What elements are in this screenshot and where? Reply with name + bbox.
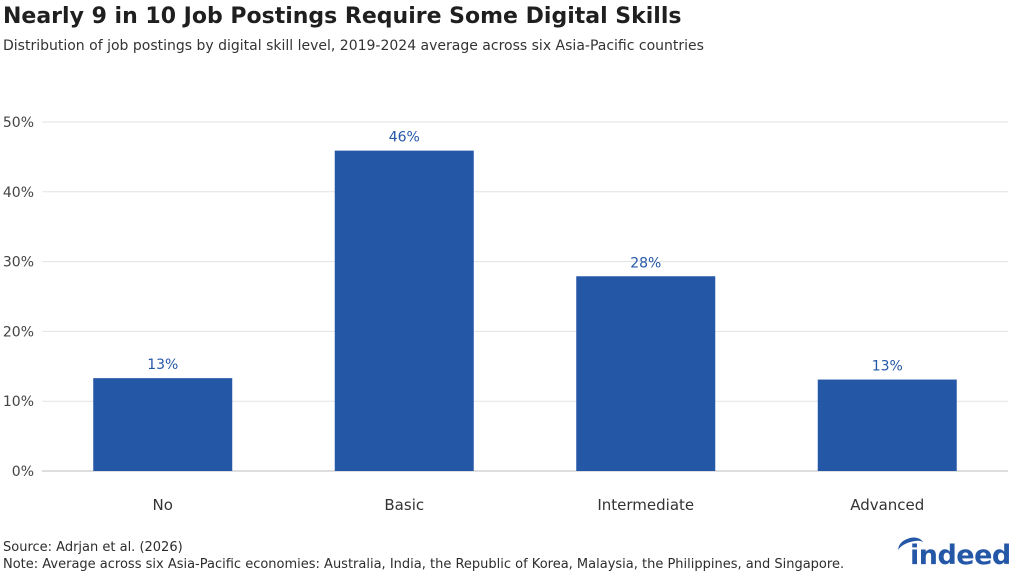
indeed-logo: indeed [894, 534, 1014, 578]
bar-chart: 0% 10% 20% 30% 40% 50% 13% 46% 28% 13% No Basic In… [3, 115, 1008, 514]
bars [93, 150, 957, 472]
bar-no [93, 378, 233, 471]
category-label: Basic [384, 496, 424, 514]
category-label: Advanced [850, 496, 924, 514]
bar-intermediate [576, 276, 716, 471]
y-tick-label: 10% [3, 394, 34, 410]
y-tick-label: 30% [3, 255, 34, 271]
y-tick-label: 50% [3, 115, 34, 131]
logo-wordmark: indeed [910, 540, 1011, 571]
y-tick-label: 0% [12, 464, 34, 480]
category-label: No [153, 496, 173, 514]
category-label: Intermediate [597, 496, 694, 514]
source-note: Source: Adrjan et al. (2026) [3, 540, 183, 555]
chart-title: Nearly 9 in 10 Job Postings Require Some… [3, 4, 682, 29]
y-tick-label: 20% [3, 324, 34, 340]
y-tick-label: 40% [3, 185, 34, 201]
x-axis-category-labels: No Basic Intermediate Advanced [153, 496, 925, 514]
data-labels: 13% 46% 28% 13% [147, 130, 903, 375]
data-label: 46% [389, 130, 420, 146]
data-label: 28% [630, 255, 661, 271]
data-label: 13% [872, 359, 903, 375]
bar-basic [334, 150, 474, 472]
data-label: 13% [147, 357, 178, 373]
y-axis-tick-labels: 0% 10% 20% 30% 40% 50% [3, 115, 34, 480]
bar-advanced [817, 379, 957, 471]
footnote: Note: Average across six Asia-Pacific ec… [3, 557, 845, 572]
chart-subtitle: Distribution of job postings by digital … [3, 38, 704, 54]
